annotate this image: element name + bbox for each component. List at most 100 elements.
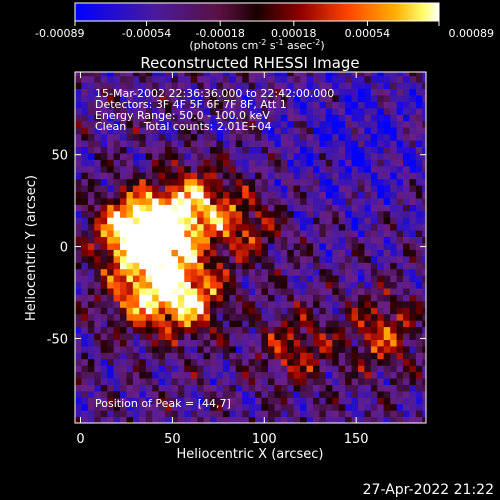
heatmap-cell <box>203 185 211 192</box>
heatmap-cell <box>132 320 140 328</box>
heatmap-cell <box>422 333 426 340</box>
heatmap-cell <box>216 339 224 347</box>
heatmap-cell <box>255 95 263 102</box>
heatmap-cell <box>171 127 179 135</box>
heatmap-cell <box>370 230 378 237</box>
heatmap-cell <box>75 294 82 302</box>
heatmap-cell <box>126 185 134 192</box>
heatmap-cell <box>165 410 172 418</box>
heatmap-cell <box>248 165 256 173</box>
heatmap-cell <box>216 300 224 308</box>
heatmap-cell <box>210 281 218 289</box>
heatmap-cell <box>75 146 82 154</box>
heatmap-cell <box>216 262 224 270</box>
heatmap-cell <box>81 333 89 340</box>
heatmap-cell <box>87 390 95 398</box>
heatmap-cell <box>370 82 378 90</box>
heatmap-cell <box>280 371 288 379</box>
heatmap-cell <box>306 333 314 340</box>
heatmap-cell <box>242 262 250 270</box>
heatmap-cell <box>332 107 340 115</box>
heatmap-cell <box>390 127 398 135</box>
heatmap-cell <box>415 416 423 423</box>
heatmap-cell <box>171 416 179 423</box>
heatmap-cell <box>171 217 179 225</box>
heatmap-cell <box>197 107 205 115</box>
heatmap-cell <box>107 165 115 173</box>
heatmap-cell <box>94 236 102 244</box>
heatmap-cell <box>184 101 192 109</box>
heatmap-cell <box>351 72 359 77</box>
heatmap-cell <box>274 333 282 340</box>
heatmap-cell <box>274 236 282 244</box>
heatmap-cell <box>409 275 417 283</box>
heatmap-cell <box>338 95 346 102</box>
chart-title: Reconstructed RHESSI Image <box>140 54 359 72</box>
heatmap-cell <box>358 390 365 398</box>
heatmap-cell <box>293 159 301 167</box>
heatmap-cell <box>107 152 115 160</box>
heatmap-cell <box>261 268 269 276</box>
heatmap-cell <box>235 88 243 96</box>
heatmap-cell <box>107 75 115 83</box>
heatmap-cell <box>306 384 314 392</box>
heatmap-cell <box>422 191 426 199</box>
heatmap-cell <box>306 416 314 423</box>
heatmap-cell <box>229 159 237 167</box>
heatmap-cell <box>210 223 218 231</box>
heatmap-cell <box>300 416 308 423</box>
heatmap-cell <box>364 172 372 180</box>
heatmap-cell <box>345 152 353 160</box>
heatmap-cell <box>132 300 140 308</box>
heatmap-cell <box>351 114 359 122</box>
heatmap-cell <box>235 217 243 225</box>
heatmap-cell <box>145 140 153 147</box>
heatmap-cell <box>75 172 82 180</box>
heatmap-cell <box>248 75 256 83</box>
heatmap-cell <box>422 101 426 109</box>
heatmap-cell <box>306 223 314 231</box>
heatmap-cell <box>338 294 346 302</box>
heatmap-cell <box>216 390 224 398</box>
heatmap-cell <box>338 178 346 186</box>
heatmap-cell <box>210 133 218 141</box>
heatmap-cell <box>126 384 134 392</box>
heatmap-cell <box>415 146 423 154</box>
heatmap-cell <box>139 178 147 186</box>
heatmap-cell <box>152 197 160 205</box>
heatmap-cell <box>94 82 102 90</box>
heatmap-cell <box>268 307 275 315</box>
heatmap-cell <box>293 255 301 263</box>
heatmap-cell <box>100 384 108 392</box>
heatmap-cell <box>197 197 205 205</box>
heatmap-cell <box>364 281 372 289</box>
heatmap-cell <box>306 146 314 154</box>
heatmap-cell <box>364 403 372 411</box>
heatmap-cell <box>94 358 102 366</box>
heatmap-cell <box>197 371 205 379</box>
heatmap-cell <box>313 236 320 244</box>
heatmap-cell <box>403 75 410 83</box>
heatmap-cell <box>184 72 192 77</box>
heatmap-cell <box>325 333 333 340</box>
heatmap-cell <box>120 403 127 411</box>
heatmap-cell <box>210 146 218 154</box>
heatmap-cell <box>139 275 147 283</box>
heatmap-cell <box>293 107 301 115</box>
heatmap-cell <box>177 345 185 353</box>
heatmap-cell <box>100 358 108 366</box>
heatmap-cell <box>415 262 423 270</box>
heatmap-cell <box>242 365 250 373</box>
heatmap-cell <box>370 197 378 205</box>
heatmap-cell <box>422 82 426 90</box>
heatmap-cell <box>171 82 179 90</box>
heatmap-cell <box>113 352 121 360</box>
heatmap-cell <box>107 88 115 96</box>
heatmap-cell <box>197 313 205 321</box>
heatmap-cell <box>332 197 340 205</box>
heatmap-cell <box>94 416 102 423</box>
heatmap-cell <box>370 262 378 270</box>
heatmap-cell <box>132 358 140 366</box>
heatmap-cell <box>197 333 205 340</box>
heatmap-cell <box>300 255 308 263</box>
